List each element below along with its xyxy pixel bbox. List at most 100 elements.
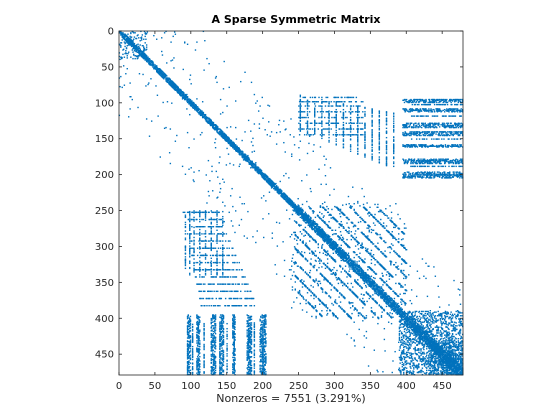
nonzero-point (357, 248, 360, 250)
nonzero-point (382, 294, 385, 296)
nonzero-point (347, 232, 350, 234)
nonzero-point (306, 218, 308, 221)
nonzero-point (321, 288, 323, 290)
nonzero-point (354, 233, 356, 235)
nonzero-point (380, 236, 382, 239)
nonzero-point (372, 287, 375, 290)
nonzero-point (314, 294, 316, 296)
nonzero-point (299, 116, 302, 119)
nonzero-point (333, 247, 335, 249)
nonzero-point (396, 304, 398, 306)
nonzero-point (220, 129, 223, 132)
nonzero-point (139, 50, 141, 52)
nonzero-point (142, 56, 144, 58)
nonzero-point (367, 276, 370, 278)
nonzero-point (255, 166, 258, 168)
nonzero-point (174, 87, 177, 89)
nonzero-point (319, 313, 322, 316)
nonzero-point (186, 211, 189, 214)
nonzero-point (459, 371, 462, 374)
nonzero-point (384, 254, 386, 257)
nonzero-point (366, 237, 368, 239)
nonzero-point (256, 167, 258, 170)
nonzero-point (314, 241, 317, 243)
nonzero-point (144, 53, 146, 56)
nonzero-point (298, 224, 301, 226)
nonzero-point (349, 264, 351, 266)
nonzero-point (393, 310, 395, 312)
nonzero-point (333, 313, 335, 316)
nonzero-point (186, 96, 189, 98)
nonzero-point (405, 324, 408, 326)
nonzero-point (325, 251, 327, 254)
nonzero-point (389, 219, 391, 221)
nonzero-point (395, 293, 397, 295)
nonzero-point (295, 235, 297, 237)
nonzero-point (200, 113, 202, 115)
nonzero-point (388, 297, 391, 300)
nonzero-point (301, 215, 304, 218)
nonzero-point (121, 32, 123, 35)
nonzero-point (381, 297, 383, 299)
nonzero-point (327, 238, 330, 241)
nonzero-point (227, 139, 230, 142)
nonzero-point (212, 125, 214, 127)
nonzero-point (156, 68, 158, 71)
nonzero-point (244, 154, 246, 156)
nonzero-point (370, 295, 372, 298)
nonzero-point (300, 213, 302, 215)
nonzero-point (336, 269, 338, 272)
nonzero-point (232, 146, 235, 148)
nonzero-point (308, 234, 310, 237)
nonzero-point (326, 307, 329, 310)
nonzero-point (339, 253, 341, 255)
nonzero-point (128, 43, 131, 45)
nonzero-point (315, 260, 317, 262)
nonzero-point (381, 307, 383, 309)
nonzero-point (141, 52, 144, 54)
nonzero-point (434, 343, 437, 346)
nonzero-point (140, 36, 143, 38)
nonzero-point (317, 284, 319, 287)
nonzero-point (441, 355, 444, 357)
nonzero-point (361, 274, 363, 277)
nonzero-point (340, 234, 342, 237)
nonzero-point (288, 200, 291, 202)
nonzero-point (394, 304, 396, 306)
nonzero-point (313, 228, 315, 230)
nonzero-point (392, 235, 394, 237)
nonzero-point (315, 310, 317, 312)
nonzero-point (357, 264, 360, 267)
nonzero-point (354, 280, 356, 282)
nonzero-point (451, 361, 454, 364)
nonzero-point (136, 34, 139, 37)
nonzero-point (410, 325, 413, 327)
nonzero-point (340, 247, 342, 249)
nonzero-point (203, 113, 205, 116)
nonzero-point (264, 173, 266, 175)
nonzero-point (418, 334, 421, 336)
nonzero-point (335, 315, 337, 318)
nonzero-point (299, 252, 302, 254)
nonzero-point (439, 350, 442, 353)
nonzero-point (415, 325, 417, 328)
nonzero-point (386, 230, 388, 232)
nonzero-point (380, 316, 383, 318)
nonzero-point (171, 83, 173, 85)
nonzero-point (151, 63, 154, 66)
nonzero-point (360, 276, 363, 279)
nonzero-point (170, 84, 172, 86)
nonzero-point (448, 362, 450, 364)
nonzero-point (454, 366, 457, 368)
nonzero-point (222, 136, 225, 139)
nonzero-point (377, 292, 380, 295)
nonzero-point (415, 326, 418, 328)
nonzero-point (375, 259, 377, 261)
nonzero-point (326, 279, 329, 282)
nonzero-point (418, 335, 421, 337)
nonzero-point (230, 145, 233, 147)
nonzero-point (214, 128, 216, 130)
nonzero-point (406, 322, 409, 324)
nonzero-point (354, 307, 356, 310)
nonzero-point (308, 252, 311, 254)
